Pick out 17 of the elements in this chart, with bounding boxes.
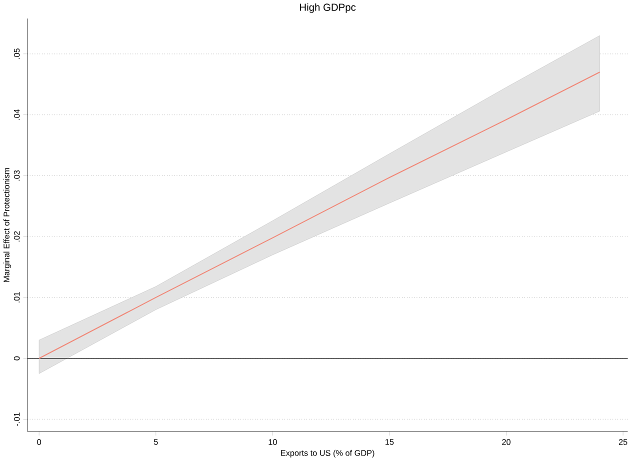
x-tick-label: 5 <box>154 439 158 445</box>
y-tick-label: .03 <box>14 170 20 181</box>
y-tick-label: .04 <box>14 109 20 120</box>
x-tick-label: 15 <box>386 439 394 445</box>
y-tick-label: .02 <box>14 231 20 242</box>
x-tick-label: 20 <box>502 439 510 445</box>
y-tick-label: 0 <box>14 356 20 360</box>
x-tick-label: 10 <box>268 439 277 445</box>
y-tick-label: .05 <box>14 48 20 59</box>
y-tick-label: .01 <box>14 292 20 302</box>
x-tick-label: 25 <box>618 439 628 445</box>
y-tick-label: -.01 <box>14 412 20 426</box>
x-tick-label: 0 <box>37 439 42 445</box>
line-series <box>38 72 600 359</box>
chart-title: High GDPpc <box>300 3 356 13</box>
x-axis-title: Exports to US (% of GDP) <box>281 450 374 458</box>
y-axis-title: Marginal Effect of Protectionism <box>3 168 12 282</box>
